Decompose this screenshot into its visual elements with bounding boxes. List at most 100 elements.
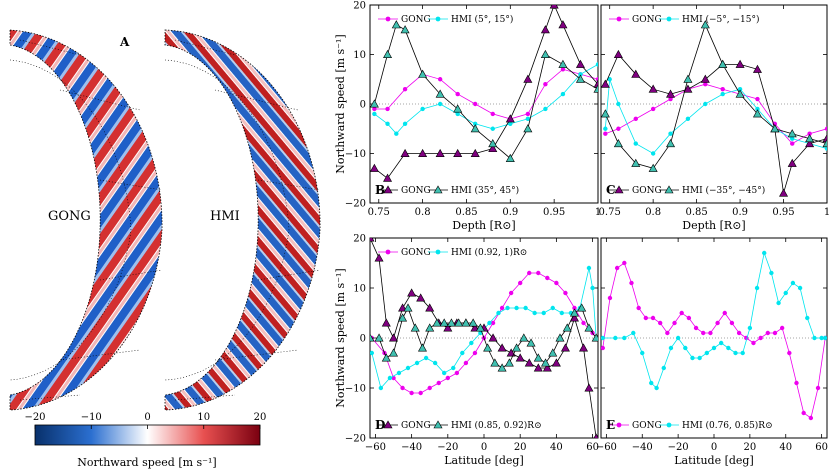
- data-point: [591, 333, 598, 342]
- data-point: [593, 79, 598, 88]
- x-tick-label: 0.9: [502, 207, 518, 218]
- data-point: [403, 303, 413, 312]
- data-point: [469, 340, 474, 346]
- data-point: [708, 330, 713, 336]
- data-point: [398, 303, 408, 312]
- data-point: [385, 106, 390, 112]
- data-point: [755, 96, 760, 102]
- data-point: [391, 20, 401, 29]
- legend-label: GONG: [632, 186, 662, 196]
- data-point: [372, 106, 377, 112]
- legend: GONG HMI (5°, 15°): [378, 14, 513, 25]
- data-point: [751, 340, 756, 346]
- data-point: [416, 293, 426, 302]
- data-point: [633, 141, 638, 146]
- data-point: [370, 238, 375, 242]
- data-point: [622, 260, 627, 266]
- data-point: [613, 49, 623, 59]
- panel-label: D: [375, 418, 385, 432]
- y-tick-label: −10: [345, 149, 366, 160]
- series-line: [602, 262, 826, 419]
- legend: GONG HMI (−35°, −45°): [609, 185, 765, 196]
- panel-label: E: [606, 418, 615, 432]
- data-point: [526, 338, 536, 347]
- data-point: [389, 348, 399, 357]
- data-point: [650, 315, 656, 321]
- data-point: [435, 89, 445, 98]
- series-line: [374, 64, 598, 135]
- x-tick-label: −60: [365, 442, 386, 453]
- data-point: [586, 265, 592, 271]
- x-tick-label: 20: [514, 442, 527, 453]
- plot-area: [601, 250, 827, 421]
- data-point: [454, 370, 460, 376]
- data-point: [463, 360, 469, 366]
- data-point: [668, 131, 673, 136]
- legend: GONG HMI (0.85, 0.92)R⊙: [378, 420, 542, 431]
- y-tick-label: 20: [353, 234, 366, 245]
- data-point: [425, 303, 435, 312]
- data-point: [569, 308, 579, 317]
- x-tick-label: 0.9: [732, 207, 748, 218]
- data-point: [563, 290, 568, 296]
- data-point: [453, 104, 463, 113]
- legend-label: HMI (−35°, −45°): [682, 185, 765, 196]
- hmi-map: [164, 29, 321, 411]
- data-point: [560, 343, 570, 352]
- data-point: [654, 385, 659, 391]
- data-point: [483, 343, 493, 352]
- plot-area: [370, 5, 598, 182]
- panel-label: B: [375, 183, 385, 197]
- data-point: [805, 138, 815, 148]
- legend-marker: [616, 16, 622, 22]
- data-point: [693, 325, 699, 331]
- x-tick-label: 0.8: [415, 207, 431, 218]
- data-point: [790, 141, 795, 146]
- data-point: [446, 318, 456, 327]
- legend-marker: [666, 422, 672, 428]
- data-point: [436, 380, 441, 386]
- legend-marker: [435, 16, 441, 22]
- series-line: [371, 272, 597, 394]
- colorbar-tick-label: 20: [254, 412, 267, 423]
- data-point: [601, 335, 605, 341]
- data-point: [701, 330, 706, 336]
- data-point: [514, 305, 519, 311]
- data-point: [666, 138, 676, 148]
- data-point: [548, 348, 558, 357]
- chart-panel-e: −60 −40 −20 0 20 40 60 Latitude [deg] GONG HMI (0…: [596, 237, 828, 467]
- y-tick-label: −10: [345, 384, 366, 395]
- data-point: [454, 318, 464, 327]
- data-point: [737, 86, 743, 92]
- x-tick-label: 60: [815, 442, 828, 453]
- data-point: [718, 340, 724, 346]
- data-point: [396, 370, 402, 376]
- x-tick-label: −20: [437, 442, 458, 453]
- data-point: [497, 363, 507, 372]
- data-point: [505, 153, 515, 162]
- data-point: [441, 370, 447, 376]
- data-point: [823, 335, 827, 341]
- data-point: [752, 64, 762, 73]
- x-tick-label: 0.95: [543, 207, 565, 218]
- data-point: [418, 69, 428, 78]
- data-point: [607, 295, 613, 301]
- x-tick-label: 0.85: [685, 207, 707, 218]
- data-point: [400, 25, 410, 34]
- data-point: [562, 323, 572, 332]
- data-point: [497, 343, 507, 352]
- colorbar-label: Northward speed [m s⁻¹]: [77, 456, 216, 469]
- data-point: [722, 310, 727, 316]
- data-point: [525, 116, 531, 122]
- data-point: [496, 310, 501, 316]
- data-point: [776, 300, 781, 306]
- data-point: [675, 335, 681, 341]
- data-point: [747, 325, 753, 331]
- data-point: [595, 77, 598, 82]
- gong-map: [9, 29, 163, 411]
- x-tick-label: −40: [632, 442, 653, 453]
- y-tick-label: 0: [360, 334, 366, 345]
- data-point: [633, 116, 638, 122]
- legend-marker: [433, 185, 443, 194]
- data-point: [487, 320, 492, 326]
